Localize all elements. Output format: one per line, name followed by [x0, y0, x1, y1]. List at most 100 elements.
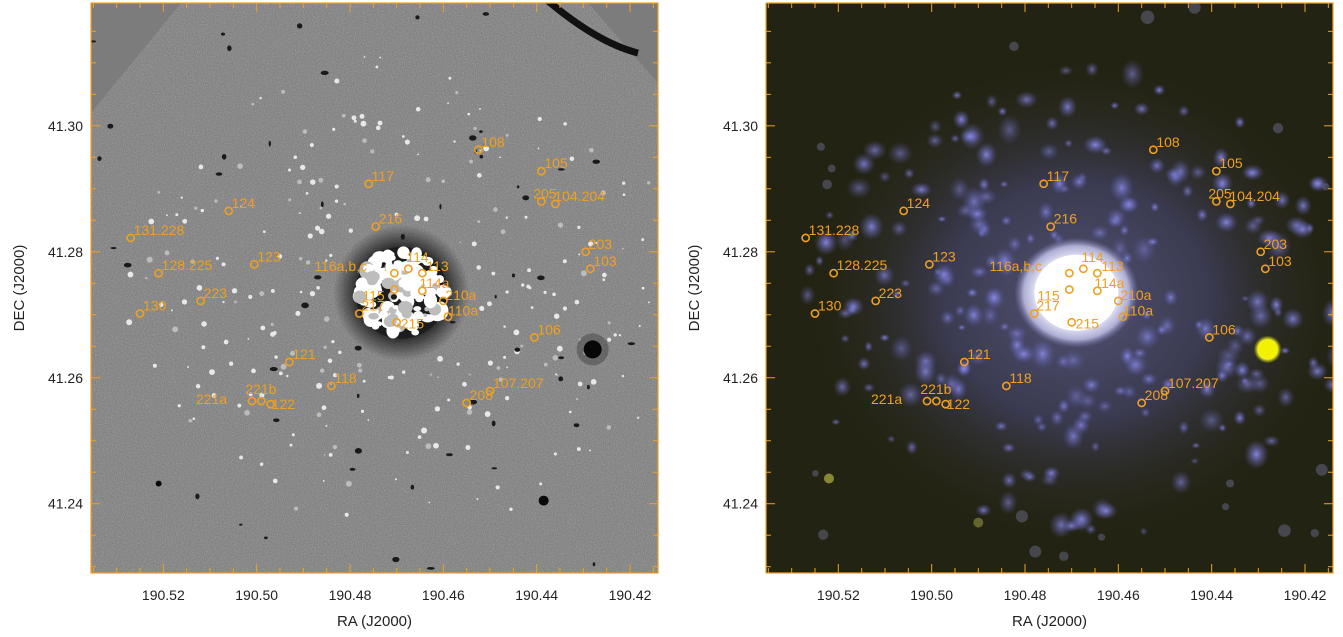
source-label: 223 — [204, 285, 228, 301]
source-label: 117 — [372, 168, 395, 184]
source-marker — [941, 399, 951, 409]
source-label: 130 — [143, 298, 167, 314]
source-marker — [364, 179, 374, 189]
source-marker — [247, 396, 257, 406]
source-marker — [1092, 268, 1102, 278]
source-label: 221b — [245, 381, 276, 397]
source-label: 116a,b,c — [989, 258, 1042, 274]
source-marker — [581, 247, 591, 257]
source-marker — [417, 286, 427, 296]
x-tick-label: 190.44 — [515, 587, 558, 603]
source-label: 124 — [232, 195, 256, 211]
source-label: 113 — [426, 258, 449, 274]
source-marker — [392, 317, 402, 327]
source-label: 130 — [818, 298, 842, 314]
source-label: 205 — [533, 185, 557, 201]
source-label: 121 — [292, 346, 316, 362]
source-label: 208 — [470, 387, 494, 403]
y-tick-label: 41.24 — [723, 496, 758, 512]
y-tick-label: 41.28 — [723, 244, 758, 260]
source-label: 103 — [593, 253, 617, 269]
source-marker — [810, 309, 820, 318]
source-marker — [1113, 296, 1123, 306]
source-label: 221a — [871, 391, 902, 407]
source-marker — [899, 206, 909, 216]
source-label: 217 — [361, 298, 385, 314]
source-label: 105 — [1219, 155, 1243, 171]
source-label: 208 — [1145, 387, 1169, 403]
source-marker — [473, 145, 483, 155]
source-label: 131.228 — [809, 222, 860, 238]
source-marker — [1092, 286, 1102, 296]
source-marker — [284, 357, 294, 367]
source-label: 108 — [481, 134, 505, 150]
source-label: 117 — [1047, 168, 1070, 184]
source-label: 123 — [257, 248, 281, 264]
source-label: 104.204 — [554, 188, 605, 204]
source-marker — [135, 309, 145, 318]
source-marker — [403, 264, 413, 274]
source-label: 104.204 — [1229, 188, 1280, 204]
x-tick-label: 190.46 — [422, 587, 465, 603]
source-label: 128.225 — [162, 257, 213, 273]
source-marker — [585, 264, 595, 274]
source-marker — [801, 233, 811, 243]
source-label: 108 — [1156, 134, 1180, 150]
x-tick-label: 190.52 — [142, 587, 185, 603]
y-tick-label: 41.26 — [48, 370, 83, 386]
source-label: 116a,b,c — [314, 258, 367, 274]
source-label: 114a — [1094, 275, 1124, 291]
source-marker — [1260, 264, 1270, 274]
x-tick-label: 190.52 — [817, 587, 860, 603]
color-panel: 190.52 190.50 190.48 190.46 190.44 190.42 41.3… — [675, 0, 1343, 637]
source-label: 215 — [401, 315, 425, 331]
source-marker — [529, 333, 539, 342]
source-marker — [924, 259, 934, 269]
source-label: 131.228 — [134, 222, 185, 238]
source-marker — [829, 268, 839, 278]
source-marker — [485, 386, 495, 396]
source-marker — [1225, 199, 1235, 209]
source-label: 110a — [1123, 303, 1153, 319]
source-label: 223 — [879, 285, 903, 301]
x-tick-label: 190.50 — [235, 587, 278, 603]
source-marker — [959, 357, 969, 367]
x-tick-label: 190.48 — [1004, 587, 1047, 603]
source-marker — [154, 268, 164, 278]
source-label: 106 — [537, 321, 561, 337]
source-marker — [1148, 145, 1158, 155]
source-marker — [1211, 166, 1221, 176]
x-tick-label: 190.44 — [1190, 587, 1233, 603]
source-label: 115 — [362, 288, 385, 304]
x-axis-title: RA (J2000) — [337, 613, 412, 630]
source-marker — [354, 309, 364, 318]
source-marker — [249, 259, 259, 269]
source-marker — [1211, 196, 1221, 206]
plot-frame — [765, 2, 1334, 574]
y-tick-label: 41.30 — [723, 118, 758, 134]
plot-frame — [90, 2, 659, 574]
source-label: 118 — [334, 370, 357, 386]
y-tick-label: 41.26 — [723, 370, 758, 386]
source-label: 118 — [1009, 370, 1032, 386]
y-axis-title: DEC (J2000) — [686, 245, 703, 332]
source-label: 114 — [406, 249, 429, 265]
source-label: 203 — [1264, 236, 1288, 252]
source-label: 113 — [1101, 258, 1124, 274]
source-label: 221a — [196, 391, 227, 407]
source-marker — [371, 222, 381, 231]
x-tick-label: 190.48 — [329, 587, 372, 603]
color-image — [766, 3, 1333, 573]
y-tick-label: 41.28 — [48, 244, 83, 260]
source-marker — [1204, 333, 1214, 342]
source-label: 122 — [272, 396, 296, 412]
source-marker — [389, 268, 399, 278]
source-label: 122 — [947, 396, 971, 412]
source-label: 128.225 — [837, 257, 888, 273]
source-marker — [256, 396, 266, 406]
y-axis-title: DEC (J2000) — [11, 245, 28, 332]
source-label: 217 — [1036, 298, 1060, 314]
source-marker — [126, 233, 136, 243]
source-label: 106 — [1212, 321, 1236, 337]
